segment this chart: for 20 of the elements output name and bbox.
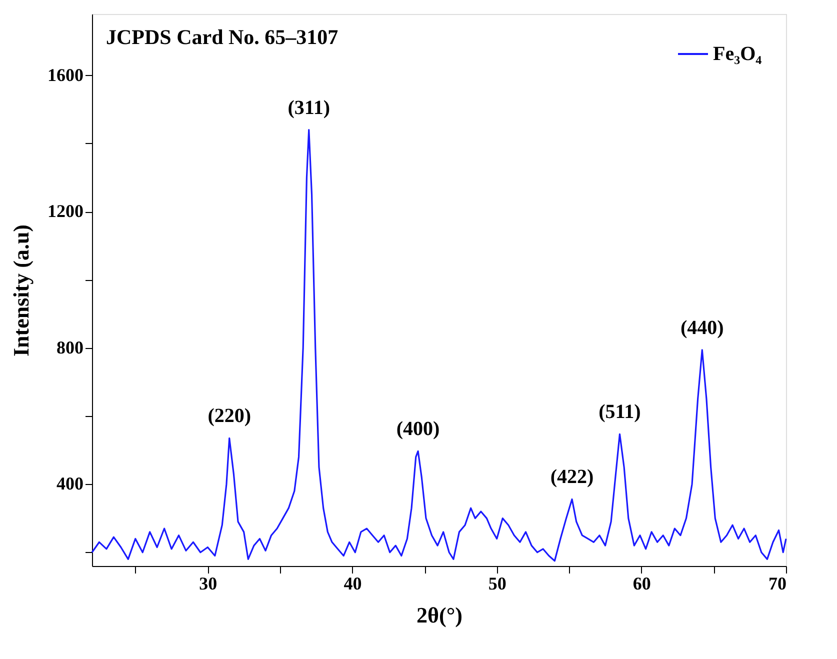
annotation: JCPDS Card No. 65–3107	[106, 25, 338, 49]
x-tick-label: 70	[768, 574, 786, 594]
annotation: (311)	[288, 96, 330, 119]
annotation: (422)	[550, 466, 594, 488]
x-tick-label: 60	[632, 574, 651, 594]
annotation: (511)	[598, 401, 641, 424]
annotation: (440)	[680, 316, 724, 339]
y-tick-label: 400	[56, 474, 84, 494]
y-tick-label: 1200	[48, 201, 84, 222]
y-tick-label: 800	[56, 337, 84, 358]
y-axis-title: Intensity (a.u)	[8, 224, 34, 357]
x-tick-label: 40	[344, 574, 362, 594]
legend-label: Fe₃O₄	[713, 43, 762, 65]
annotation: (220)	[208, 405, 252, 428]
y-tick-label: 1600	[48, 64, 84, 85]
line-series	[91, 129, 787, 562]
x-tick-label: 30	[199, 574, 218, 594]
x-tick-label: 50	[488, 574, 506, 594]
annotation: (400)	[396, 418, 440, 440]
x-axis-title: 2θ(°)	[416, 602, 462, 628]
